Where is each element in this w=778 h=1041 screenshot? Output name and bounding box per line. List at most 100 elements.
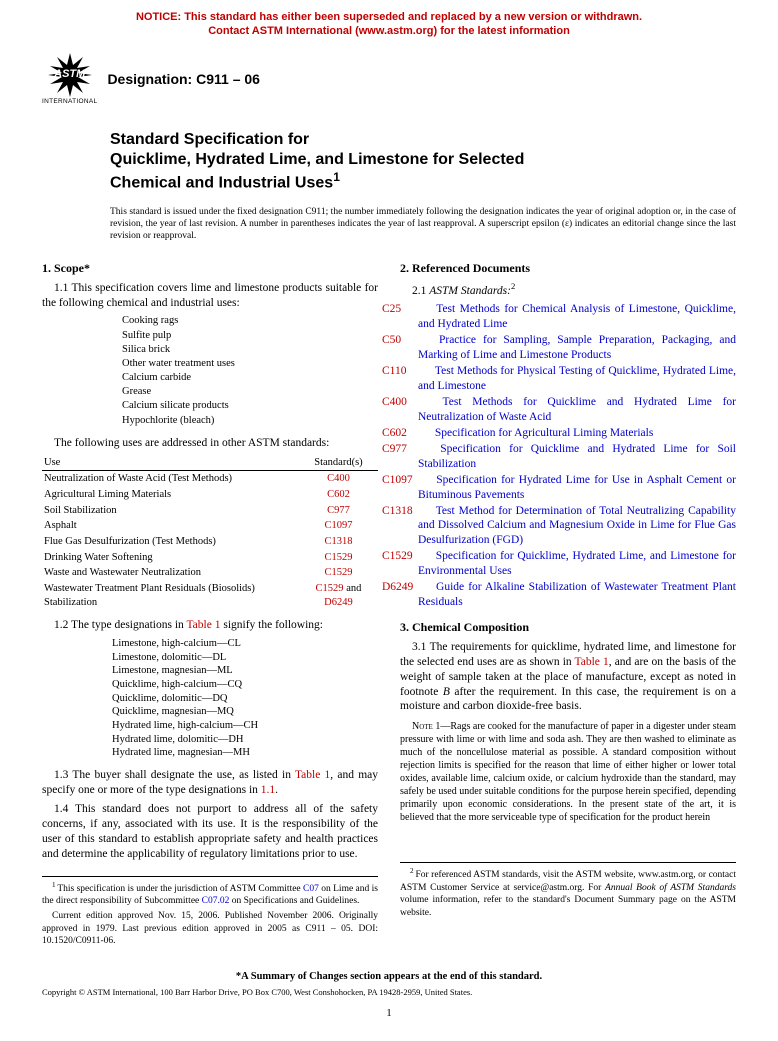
reference-item[interactable]: C1318 Test Method for Determination of T… xyxy=(400,504,736,549)
use-list: Cooking ragsSulfite pulpSilica brickOthe… xyxy=(122,314,378,427)
table-row: AsphaltC1097 xyxy=(42,518,378,534)
fn2-body: For referenced ASTM standards, visit the… xyxy=(400,871,736,918)
p31-c: after the requirement. In this case, the… xyxy=(400,686,736,713)
reference-item[interactable]: C110 Test Methods for Physical Testing o… xyxy=(400,364,736,394)
section-2-head: 2. Referenced Documents xyxy=(400,261,736,277)
section-1-head: 1. Scope* xyxy=(42,261,378,277)
std-cell[interactable]: C602 xyxy=(299,487,378,503)
reference-item[interactable]: C602 Specification for Agricultural Limi… xyxy=(400,426,736,441)
use-item: Sulfite pulp xyxy=(122,329,378,343)
type-item: Hydrated lime, high-calcium—CH xyxy=(112,719,378,733)
reference-item[interactable]: C977 Specification for Quicklime and Hyd… xyxy=(400,442,736,472)
std-cell[interactable]: C1529 and D6249 xyxy=(299,581,378,610)
use-item: Grease xyxy=(122,385,378,399)
table-row: Flue Gas Desulfurization (Test Methods)C… xyxy=(42,534,378,550)
use-cell: Agricultural Liming Materials xyxy=(42,487,299,503)
para-1-1: 1.1 This specification covers lime and l… xyxy=(42,281,378,311)
p21-num: 2.1 xyxy=(412,284,429,296)
use-cell: Flue Gas Desulfurization (Test Methods) xyxy=(42,534,299,550)
logo-label: INTERNATIONAL xyxy=(42,98,97,106)
use-cell: Soil Stabilization xyxy=(42,503,299,519)
table-row: Waste and Wastewater NeutralizationC1529 xyxy=(42,565,378,581)
footnote-1b: Current edition approved Nov. 15, 2006. … xyxy=(42,910,378,947)
note-label: Note xyxy=(412,721,433,732)
reference-list: C25 Test Methods for Chemical Analysis o… xyxy=(400,302,736,610)
p31-i: B xyxy=(443,686,450,698)
notice-line1: NOTICE: This standard has either been su… xyxy=(136,11,642,23)
designation: Designation: C911 – 06 xyxy=(107,70,260,88)
std-cell[interactable]: C400 xyxy=(299,471,378,487)
p13-c: . xyxy=(275,784,278,796)
std-cell[interactable]: C1318 xyxy=(299,534,378,550)
sec11-link[interactable]: 1.1 xyxy=(261,784,275,796)
note-1: Note 1—Rags are cooked for the manufactu… xyxy=(400,720,736,824)
logo-burst-icon: ASTM xyxy=(48,53,92,97)
use-cell: Wastewater Treatment Plant Residuals (Bi… xyxy=(42,581,299,610)
footnotes-left: 1 This specification is under the jurisd… xyxy=(42,876,378,948)
para-other-uses: The following uses are addressed in othe… xyxy=(42,436,378,451)
committee-link[interactable]: C07 xyxy=(303,884,319,894)
type-list: Limestone, high-calcium—CLLimestone, dol… xyxy=(112,637,378,760)
para-3-1: 3.1 The requirements for quicklime, hydr… xyxy=(400,640,736,715)
table-row: Agricultural Liming MaterialsC602 xyxy=(42,487,378,503)
table-row: Neutralization of Waste Acid (Test Metho… xyxy=(42,471,378,487)
table1-link-3[interactable]: Table 1 xyxy=(575,656,609,668)
use-item: Hypochlorite (bleach) xyxy=(122,414,378,428)
tbl-head-use: Use xyxy=(42,455,299,471)
std-cell[interactable]: C1529 xyxy=(299,550,378,566)
type-item: Quicklime, high-calcium—CQ xyxy=(112,678,378,692)
table1-link[interactable]: Table 1 xyxy=(186,619,220,631)
type-item: Quicklime, dolomitic—DQ xyxy=(112,692,378,706)
uses-table: Use Standard(s) Neutralization of Waste … xyxy=(42,455,378,610)
issuance-note: This standard is issued under the fixed … xyxy=(110,207,736,243)
para-1-4: 1.4 This standard does not purport to ad… xyxy=(42,802,378,862)
reference-item[interactable]: D6249 Guide for Alkaline Stabilization o… xyxy=(400,580,736,610)
body-columns: 1. Scope* 1.1 This specification covers … xyxy=(42,261,736,950)
reference-item[interactable]: C1529 Specification for Quicklime, Hydra… xyxy=(400,549,736,579)
title-line1: Standard Specification for xyxy=(110,131,309,148)
document-title: Standard Specification for Quicklime, Hy… xyxy=(110,130,736,193)
reference-item[interactable]: C400 Test Methods for Quicklime and Hydr… xyxy=(400,395,736,425)
page-number: 1 xyxy=(42,1006,736,1020)
use-cell: Asphalt xyxy=(42,518,299,534)
type-item: Hydrated lime, dolomitic—DH xyxy=(112,733,378,747)
reference-item[interactable]: C25 Test Methods for Chemical Analysis o… xyxy=(400,302,736,332)
notice-banner: NOTICE: This standard has either been su… xyxy=(42,10,736,39)
footnotes-right: 2 For referenced ASTM standards, visit t… xyxy=(400,862,736,919)
reference-item[interactable]: C1097 Specification for Hydrated Lime fo… xyxy=(400,473,736,503)
use-item: Calcium carbide xyxy=(122,371,378,385)
note-num: 1— xyxy=(433,721,451,732)
note-body: Rags are cooked for the manufacture of p… xyxy=(400,721,736,823)
use-item: Cooking rags xyxy=(122,314,378,328)
std-cell[interactable]: C1529 xyxy=(299,565,378,581)
table1-link-2[interactable]: Table 1 xyxy=(295,769,330,781)
copyright: Copyright © ASTM International, 100 Barr… xyxy=(42,987,736,998)
use-cell: Neutralization of Waste Acid (Test Metho… xyxy=(42,471,299,487)
std-cell[interactable]: C1097 xyxy=(299,518,378,534)
p13-a: 1.3 The buyer shall designate the use, a… xyxy=(54,769,295,781)
tbl-head-std: Standard(s) xyxy=(299,455,378,471)
document-header: ASTM INTERNATIONAL Designation: C911 – 0… xyxy=(42,53,736,106)
table-row: Drinking Water SofteningC1529 xyxy=(42,550,378,566)
title-line2: Quicklime, Hydrated Lime, and Limestone … xyxy=(110,151,524,168)
type-item: Limestone, dolomitic—DL xyxy=(112,651,378,665)
p21-label: ASTM Standards: xyxy=(429,284,511,296)
title-block: Standard Specification for Quicklime, Hy… xyxy=(110,130,736,193)
notice-line2: Contact ASTM International (www.astm.org… xyxy=(208,25,570,37)
subcommittee-link[interactable]: C07.02 xyxy=(202,896,230,906)
std-cell[interactable]: C977 xyxy=(299,503,378,519)
para-1-3: 1.3 The buyer shall designate the use, a… xyxy=(42,768,378,798)
type-item: Quicklime, magnesian—MQ xyxy=(112,705,378,719)
fn1-c: on Specifications and Guidelines. xyxy=(229,896,359,906)
title-footnote-ref: 1 xyxy=(333,170,340,184)
p12-b: signify the following: xyxy=(220,619,323,631)
page: NOTICE: This standard has either been su… xyxy=(0,0,778,1040)
footnote-2: 2 For referenced ASTM standards, visit t… xyxy=(400,867,736,919)
use-item: Silica brick xyxy=(122,343,378,357)
use-cell: Drinking Water Softening xyxy=(42,550,299,566)
para-2-1: 2.1 ASTM Standards:2 xyxy=(400,281,736,299)
reference-item[interactable]: C50 Practice for Sampling, Sample Prepar… xyxy=(400,333,736,363)
para-1-2: 1.2 The type designations in Table 1 sig… xyxy=(42,618,378,633)
logo-text: ASTM xyxy=(54,67,85,81)
p12-a: 1.2 The type designations in xyxy=(54,619,186,631)
